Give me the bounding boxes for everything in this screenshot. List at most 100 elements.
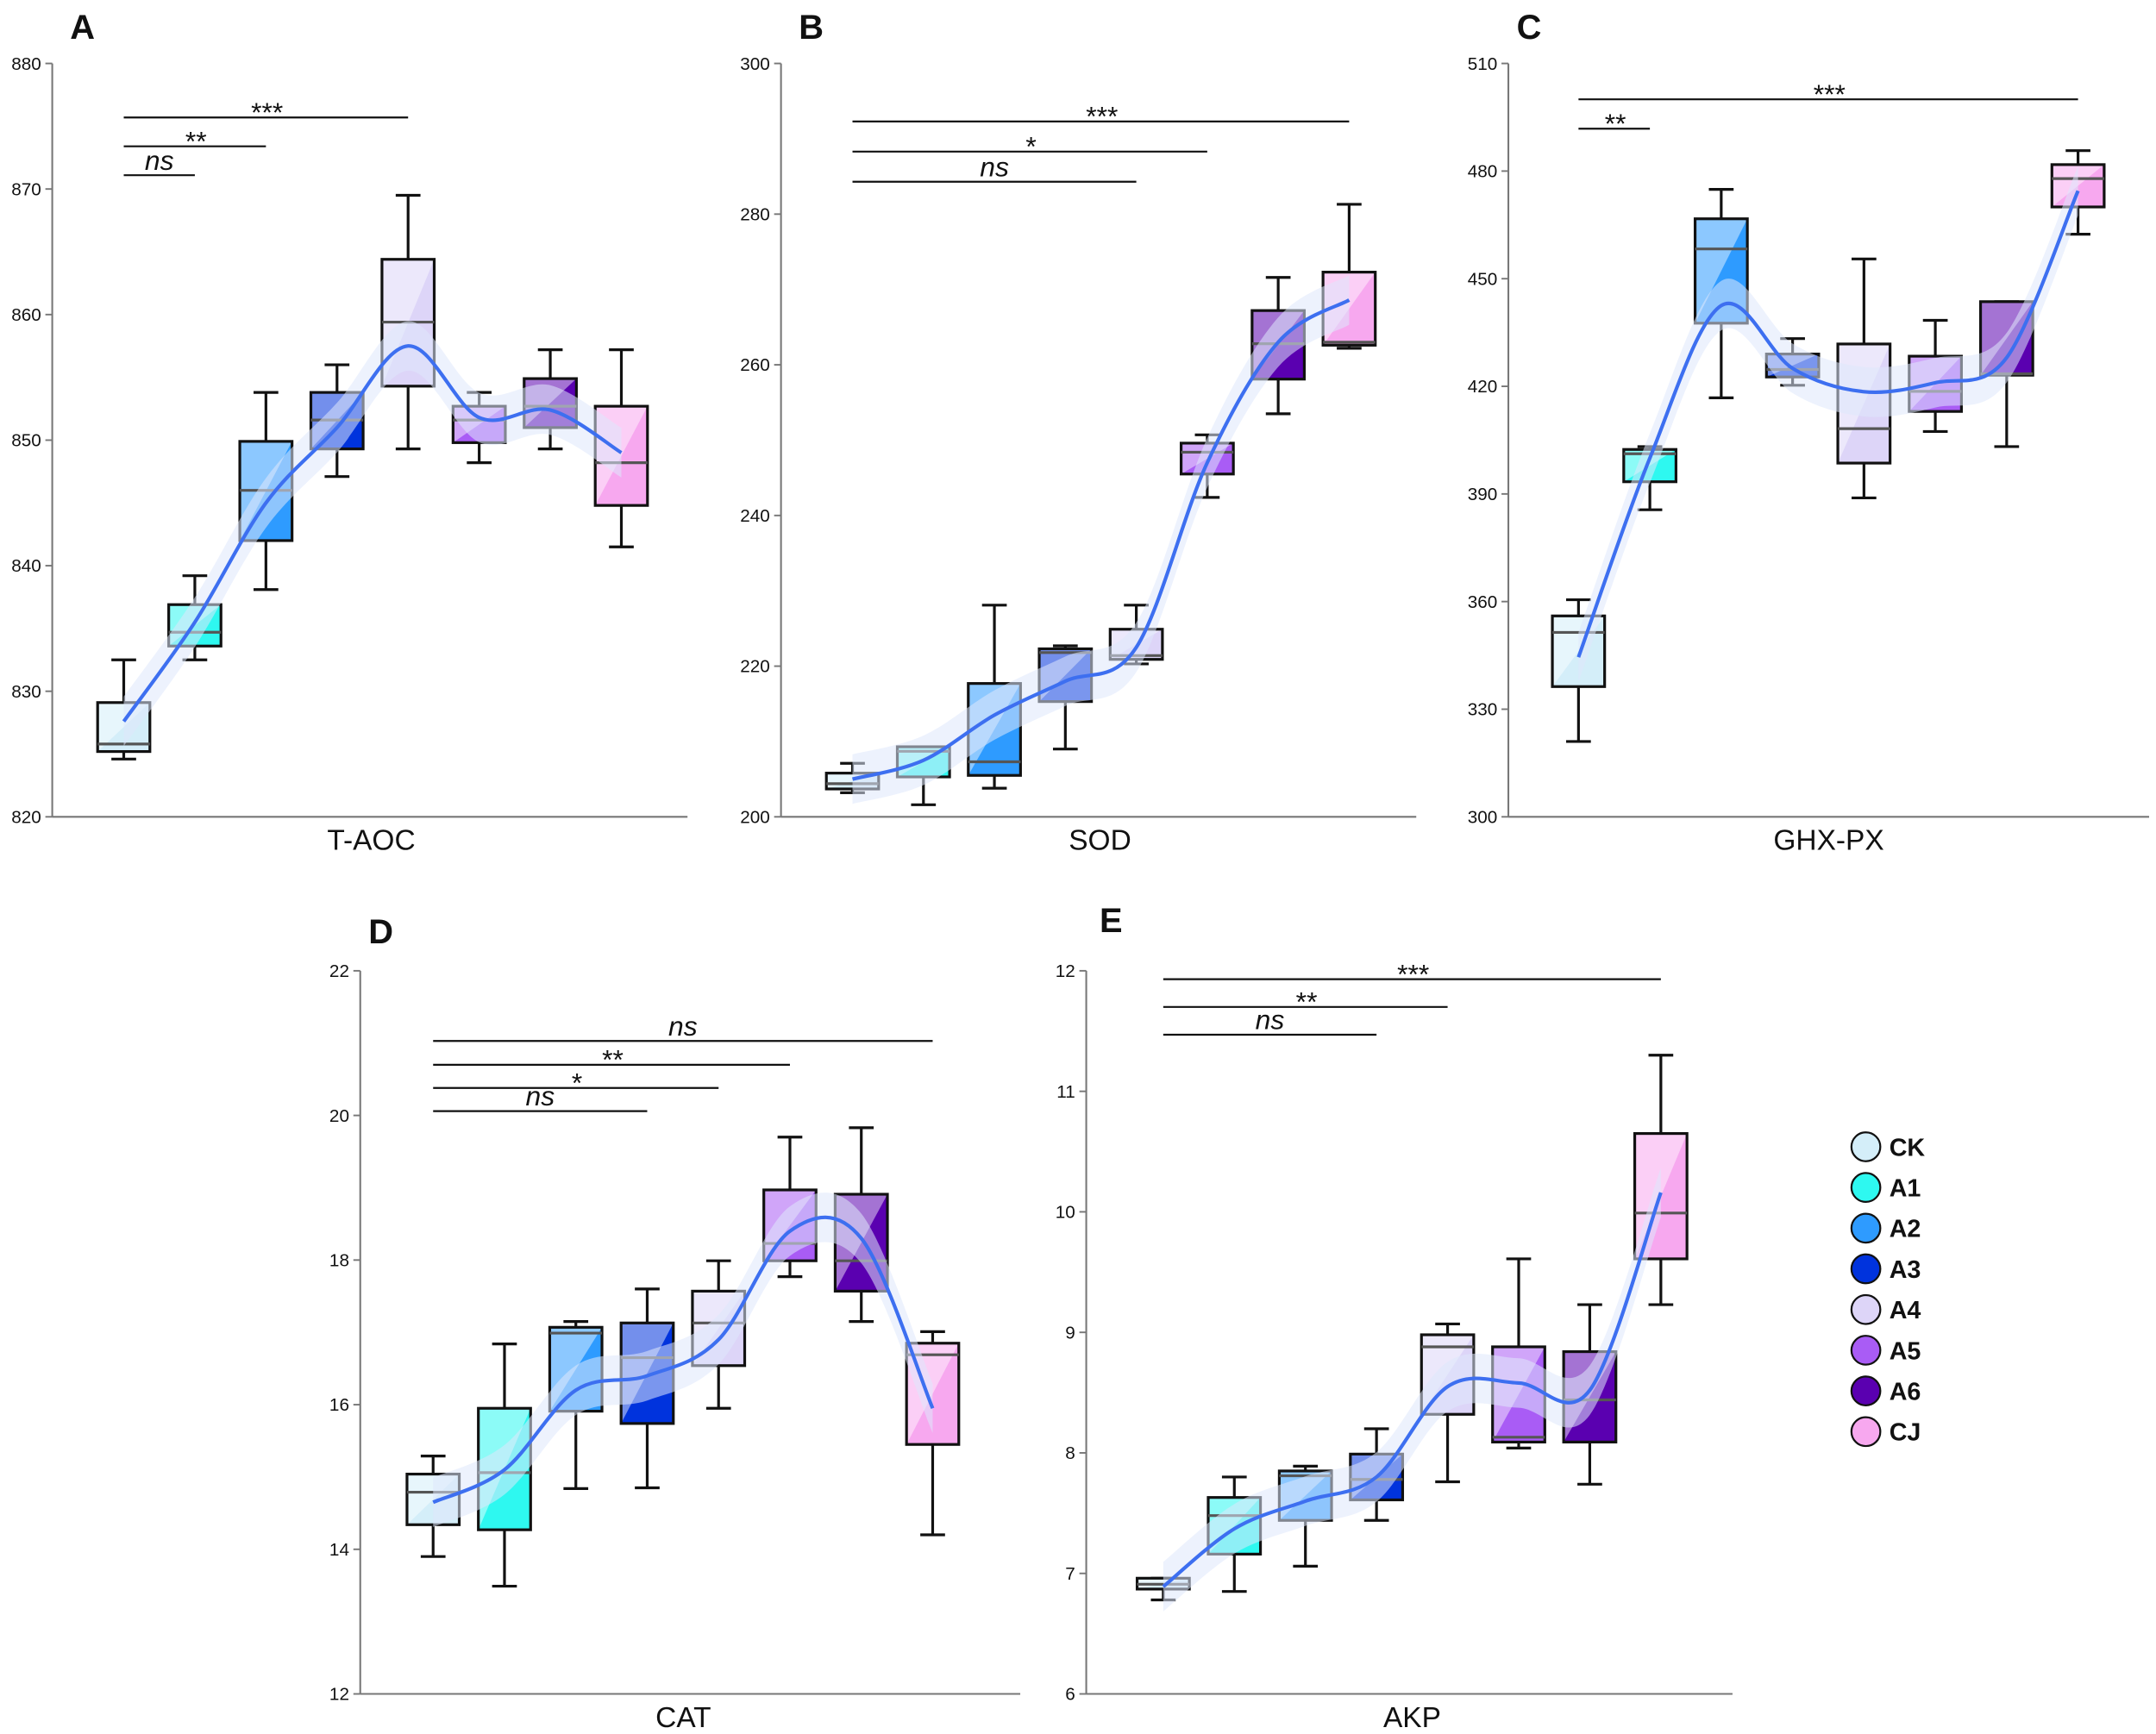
significance-label: * [1025, 131, 1037, 162]
box-outline [1551, 614, 1607, 688]
y-tick-label: 870 [11, 179, 41, 199]
x-axis-label: SOD [1069, 825, 1131, 857]
legend-label: A3 [1890, 1256, 1921, 1284]
y-tick-label: 260 [740, 355, 770, 375]
y-tick-label: 880 [11, 54, 41, 74]
y-tick-label: 22 [329, 961, 349, 981]
legend-label: CJ [1890, 1419, 1921, 1447]
x-axis-label: CAT [655, 1702, 711, 1734]
y-tick-label: 6 [1065, 1685, 1075, 1705]
y-tick-label: 240 [740, 506, 770, 526]
trend-line [122, 344, 623, 723]
y-tick-label: 9 [1065, 1323, 1075, 1343]
trend-confidence-band [852, 275, 1350, 804]
legend-swatch-icon [1850, 1416, 1882, 1448]
y-tick-label: 860 [11, 305, 41, 325]
significance-label: ns [526, 1080, 555, 1111]
y-tick-label: 12 [1056, 961, 1075, 981]
significance-label: *** [250, 97, 284, 128]
y-tick-label: 18 [329, 1251, 349, 1271]
legend-item-cj: CJ [1850, 1416, 1921, 1448]
legend-swatch-icon [1850, 1212, 1882, 1244]
x-axis-label: GHX-PX [1773, 825, 1883, 857]
legend-swatch-icon [1850, 1253, 1882, 1285]
x-axis-label: AKP [1383, 1702, 1441, 1734]
significance-label: ns [668, 1011, 698, 1042]
x-axis-label: T-AOC [327, 825, 415, 857]
y-tick-label: 300 [1468, 807, 1498, 827]
panel-letter: E [1100, 902, 1123, 940]
legend-item-a2: A2 [1850, 1212, 1921, 1244]
y-tick-label: 850 [11, 431, 41, 451]
box-overlay [621, 1323, 674, 1424]
panel-letter: A [70, 9, 95, 47]
trend-line [432, 1215, 935, 1505]
trend-confidence-band [1578, 166, 2078, 682]
y-tick-label: 300 [740, 54, 770, 74]
legend-label: A4 [1890, 1297, 1921, 1324]
legend-label: A6 [1890, 1378, 1921, 1405]
legend: CK A1 A2 A3 A4 A5 A6 CJ [1850, 1131, 1926, 1448]
y-tick-label: 840 [11, 556, 41, 576]
legend-label: A2 [1890, 1216, 1921, 1243]
legend-swatch-icon [1850, 1375, 1882, 1406]
significance-label: * [571, 1067, 583, 1099]
y-tick-label: 16 [329, 1395, 349, 1415]
y-tick-label: 510 [1468, 54, 1498, 74]
y-tick-label: 820 [11, 807, 41, 827]
trend-confidence-band [123, 321, 622, 747]
box-outline [1633, 1131, 1689, 1261]
legend-item-a3: A3 [1850, 1253, 1921, 1285]
legend-swatch-icon [1850, 1293, 1882, 1325]
significance-label: *** [1085, 101, 1119, 132]
significance-label: ** [1603, 108, 1626, 139]
y-tick-label: 10 [1056, 1203, 1075, 1223]
y-tick-label: 20 [329, 1106, 349, 1126]
y-tick-label: 14 [329, 1540, 349, 1560]
panel-letter: C [1517, 9, 1542, 47]
legend-swatch-icon [1850, 1131, 1882, 1162]
legend-swatch-icon [1850, 1335, 1882, 1366]
y-tick-label: 830 [11, 682, 41, 702]
significance-label: ns [145, 145, 174, 176]
y-tick-label: 200 [740, 807, 770, 827]
y-tick-label: 220 [740, 657, 770, 677]
y-tick-label: 420 [1468, 377, 1498, 397]
legend-label: A5 [1890, 1337, 1921, 1365]
legend-label: CK [1890, 1134, 1926, 1161]
panel-letter: B [799, 9, 824, 47]
y-tick-label: 330 [1468, 700, 1498, 720]
significance-label: ns [980, 151, 1009, 182]
box-a5 [1491, 1257, 1546, 1449]
legend-item-a1: A1 [1850, 1172, 1921, 1204]
y-tick-label: 280 [740, 205, 770, 225]
legend-label: A1 [1890, 1175, 1921, 1203]
trend-line [1162, 1192, 1663, 1588]
y-tick-label: 480 [1468, 162, 1498, 182]
legend-item-ck: CK [1850, 1131, 1926, 1162]
box-overlay [1039, 648, 1092, 702]
significance-label: ** [601, 1044, 624, 1075]
legend-swatch-icon [1850, 1172, 1882, 1204]
significance-label: ns [1256, 1005, 1285, 1036]
significance-label: *** [1396, 958, 1430, 989]
y-tick-label: 12 [329, 1685, 349, 1705]
y-tick-label: 11 [1056, 1082, 1075, 1102]
box-overlay [763, 1189, 817, 1261]
trend-confidence-band [1163, 1167, 1661, 1612]
panel-letter: D [368, 913, 393, 951]
box-outline [905, 1342, 961, 1446]
y-tick-label: 450 [1468, 269, 1498, 289]
y-tick-label: 390 [1468, 485, 1498, 504]
trend-confidence-band [433, 1193, 933, 1527]
y-tick-label: 7 [1065, 1564, 1075, 1584]
y-tick-label: 360 [1468, 592, 1498, 612]
significance-label: ** [185, 125, 207, 156]
trend-line [1576, 190, 2080, 658]
significance-label: ** [1294, 986, 1317, 1017]
